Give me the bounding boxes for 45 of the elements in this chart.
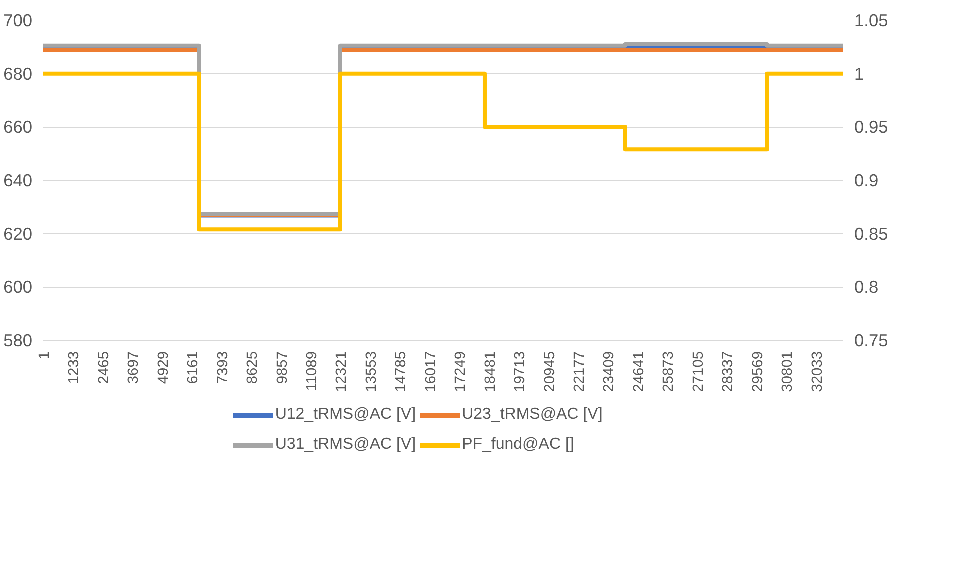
y2-tick-label: 1: [854, 64, 864, 84]
x-tick-label: 6161: [186, 351, 202, 384]
y2-tick-label: 0.85: [854, 224, 888, 244]
x-tick-label: 4929: [156, 351, 172, 384]
y-tick-label: 700: [4, 10, 33, 30]
x-tick-label: 29569: [750, 351, 766, 392]
legend-label: PF_fund@AC []: [462, 436, 574, 454]
x-tick-label: 12321: [334, 351, 350, 392]
x-tick-label: 7393: [215, 351, 232, 384]
x-tick-label: 28337: [720, 351, 737, 392]
y-tick-label: 680: [4, 64, 33, 84]
y2-tick-label: 0.8: [854, 277, 879, 298]
x-tick-label: 32033: [810, 351, 826, 392]
legend-label: U12_tRMS@AC [V]: [275, 406, 416, 424]
y2-tick-label: 1.05: [854, 10, 888, 30]
x-tick-label: 1233: [66, 351, 83, 384]
legend-label: U31_tRMS@AC [V]: [275, 436, 416, 454]
x-tick-label: 9857: [274, 351, 291, 384]
y-tick-label: 580: [4, 330, 33, 350]
x-tick-label: 27105: [690, 351, 707, 392]
y-tick-label: 660: [4, 117, 33, 138]
y2-tick-label: 0.9: [854, 170, 879, 190]
x-tick-label: 24641: [631, 351, 648, 392]
y-tick-label: 640: [4, 170, 33, 190]
y2-tick-label: 0.75: [854, 330, 888, 350]
x-tick-label: 20945: [542, 351, 558, 392]
x-tick-label: 2465: [96, 351, 112, 384]
x-tick-label: 8625: [245, 351, 262, 384]
x-tick-label: 23409: [602, 351, 618, 392]
legend-label: U23_tRMS@AC [V]: [462, 406, 603, 424]
x-tick-label: 11089: [304, 351, 321, 392]
y-tick-label: 600: [4, 277, 33, 298]
x-tick-label: 3697: [126, 351, 142, 384]
y-tick-label: 620: [4, 224, 33, 244]
x-tick-label: 1: [37, 351, 53, 360]
x-tick-label: 16017: [423, 351, 440, 392]
x-tick-label: 19713: [512, 351, 529, 392]
x-tick-label: 30801: [780, 351, 796, 392]
x-tick-label: 13553: [364, 351, 380, 392]
x-tick-label: 14785: [394, 351, 410, 392]
x-tick-label: 18481: [482, 351, 499, 392]
x-tick-label: 22177: [572, 351, 588, 392]
x-tick-label: 17249: [453, 351, 470, 392]
y2-tick-label: 0.95: [854, 117, 888, 138]
x-tick-label: 25873: [661, 351, 678, 392]
